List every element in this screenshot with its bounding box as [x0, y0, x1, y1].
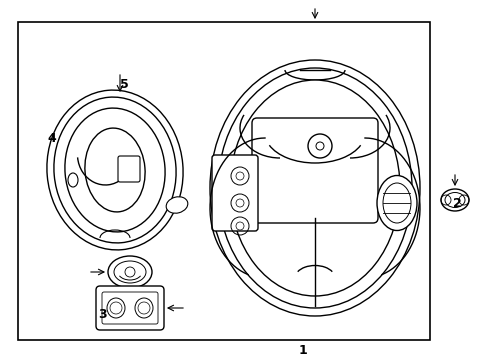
Ellipse shape [440, 189, 468, 211]
FancyBboxPatch shape [96, 286, 163, 330]
Text: 2: 2 [452, 197, 461, 210]
Ellipse shape [107, 298, 125, 318]
FancyBboxPatch shape [251, 118, 377, 223]
Ellipse shape [376, 176, 416, 230]
Text: 4: 4 [47, 132, 56, 145]
Ellipse shape [166, 197, 187, 213]
Ellipse shape [68, 173, 78, 187]
Ellipse shape [108, 256, 152, 288]
Bar [18, 22, 429, 340]
Text: 1: 1 [298, 345, 307, 357]
Ellipse shape [54, 97, 176, 243]
Ellipse shape [85, 128, 145, 212]
Ellipse shape [382, 183, 410, 223]
Ellipse shape [444, 193, 464, 207]
Ellipse shape [65, 108, 165, 232]
FancyBboxPatch shape [118, 156, 140, 182]
FancyBboxPatch shape [212, 155, 258, 231]
Text: 3: 3 [98, 309, 107, 321]
Ellipse shape [135, 298, 153, 318]
Ellipse shape [47, 90, 183, 250]
Ellipse shape [114, 261, 146, 283]
Ellipse shape [229, 80, 399, 296]
Text: 5: 5 [120, 78, 129, 91]
